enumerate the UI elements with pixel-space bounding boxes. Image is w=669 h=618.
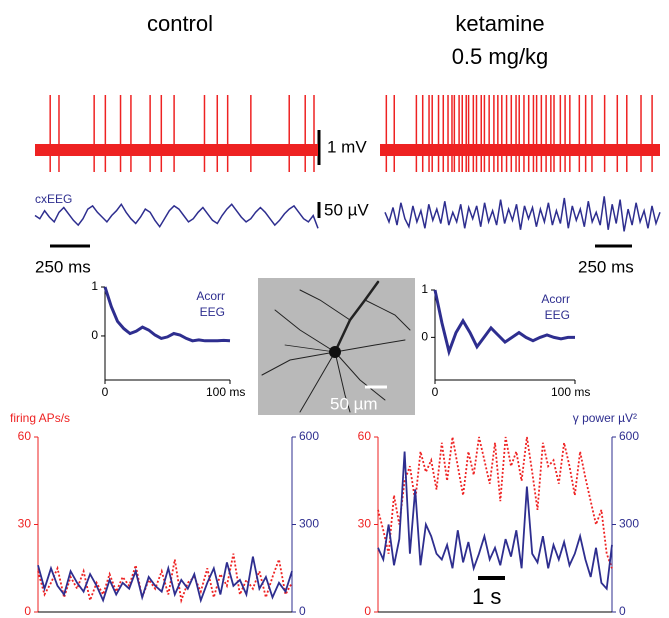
y-tick-label: 0 <box>91 328 98 342</box>
y-tick-label: 0 <box>364 604 371 618</box>
eeg-trace <box>34 202 319 229</box>
y2-tick-label: 0 <box>299 604 306 618</box>
scale-label: 1 s <box>472 584 501 609</box>
y-tick-label: 1 <box>421 282 428 296</box>
x-tick-label: 100 ms <box>206 385 245 399</box>
y2-tick-label: 600 <box>619 429 639 443</box>
plot-label: Acorr <box>541 292 570 306</box>
acorr-line <box>433 289 575 357</box>
scale-label: 1 mV <box>327 137 367 156</box>
y-tick-label: 0 <box>421 330 428 344</box>
y-tick-label: 30 <box>358 517 372 531</box>
eeg-trace <box>384 196 661 232</box>
plot-label: EEG <box>200 305 225 319</box>
y2-tick-label: 600 <box>299 429 319 443</box>
plot-label: EEG <box>545 308 570 322</box>
y2-tick-label: 0 <box>619 604 626 618</box>
y-tick-label: 1 <box>91 279 98 293</box>
y2-tick-label: 300 <box>619 517 639 531</box>
panel-title: control <box>147 11 213 36</box>
trace-baseline <box>380 144 660 156</box>
panel-title: ketamine <box>455 11 544 36</box>
series-line <box>37 556 293 604</box>
y-tick-label: 60 <box>358 429 372 443</box>
scale-label: 250 ms <box>35 257 91 276</box>
scale-label: 250 ms <box>578 257 634 276</box>
scale-label: 50 µV <box>324 200 369 219</box>
series-line <box>377 451 613 591</box>
micrograph: 50 µm <box>258 278 415 415</box>
y-axis-label: firing APs/s <box>10 411 70 425</box>
y-tick-label: 60 <box>18 429 32 443</box>
scale-label: 50 µm <box>330 394 378 413</box>
acorr-line <box>103 286 231 343</box>
trace-label: cxEEG <box>35 192 72 206</box>
series-line <box>377 436 613 569</box>
y-tick-label: 0 <box>24 604 31 618</box>
trace-baseline <box>35 144 318 156</box>
y2-axis-label: γ power µV² <box>573 411 637 425</box>
x-tick-label: 100 ms <box>551 385 590 399</box>
x-tick-label: 0 <box>432 385 439 399</box>
x-tick-label: 0 <box>102 385 109 399</box>
y-tick-label: 30 <box>18 517 32 531</box>
panel-subtitle: 0.5 mg/kg <box>452 44 549 69</box>
plot-label: Acorr <box>196 289 225 303</box>
y2-tick-label: 300 <box>299 517 319 531</box>
